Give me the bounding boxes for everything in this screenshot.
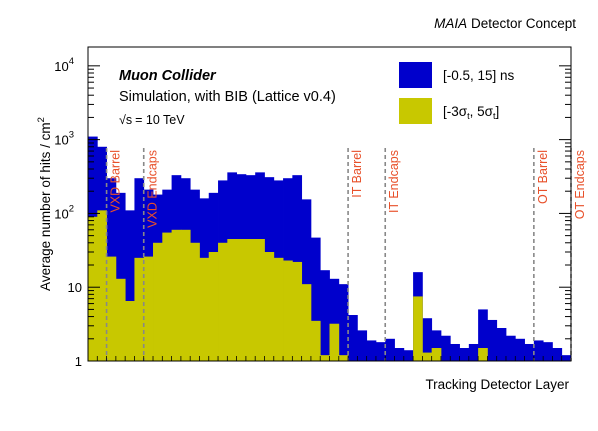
region-annotations: VXD Barrel VXD Endcaps IT Barrel IT Endcaps…	[109, 150, 587, 228]
bar-narrow-window-layer-1	[97, 210, 107, 361]
annotation-vxd-endcaps: VXD Endcaps	[146, 150, 160, 228]
annotation-ot-barrel: OT Barrel	[536, 150, 550, 204]
bar-narrow-window-layer-6	[143, 256, 154, 361]
bar-narrow-window-layer-25	[320, 355, 330, 361]
info-energy: √s = 10 TeV	[119, 113, 185, 127]
concept-name: MAIA	[434, 16, 467, 31]
info-muon-collider: Muon Collider	[119, 68, 217, 84]
legend-label-narrow: [-3σt, 5σt]	[443, 104, 499, 121]
bar-wide-window-layer-47	[524, 343, 535, 361]
legend-swatch-narrow	[399, 98, 432, 124]
y-tick-label: 10	[68, 280, 82, 295]
y-tick-label: 102	[54, 203, 74, 221]
bar-narrow-window-layer-3	[115, 278, 126, 361]
bar-wide-window-layer-44	[496, 328, 507, 361]
bar-wide-window-layer-45	[505, 335, 516, 361]
y-tick-label: 104	[54, 56, 74, 74]
bar-narrow-window-layer-16	[236, 239, 247, 361]
bar-narrow-window-layer-35	[413, 296, 423, 361]
concept-suffix: Detector Concept	[467, 16, 576, 31]
histogram-bars	[88, 136, 572, 361]
x-axis-ticks	[96, 356, 563, 361]
bar-narrow-window-layer-14	[218, 242, 228, 361]
y-axis-label-text: Average number of hits / cm	[38, 122, 53, 291]
bar-wide-window-layer-33	[394, 348, 405, 361]
bar-wide-window-layer-51	[561, 355, 572, 361]
bar-narrow-window-layer-5	[134, 257, 145, 361]
bar-wide-window-layer-25	[320, 270, 330, 361]
bar-wide-window-layer-32	[385, 338, 395, 361]
bar-wide-window-layer-3	[115, 192, 126, 361]
bar-wide-window-layer-34	[403, 350, 414, 361]
bar-wide-window-layer-42	[478, 309, 488, 361]
bar-narrow-window-layer-4	[125, 301, 135, 361]
info-simulation: Simulation, with BIB (Lattice v0.4)	[119, 89, 336, 105]
y-tick-label: 103	[54, 130, 74, 148]
bar-wide-window-layer-49	[543, 342, 553, 361]
bar-narrow-window-layer-10	[180, 229, 191, 361]
bar-narrow-window-layer-19	[264, 252, 275, 361]
bar-wide-window-layer-38	[440, 335, 451, 361]
bar-narrow-window-layer-2	[106, 256, 117, 361]
bar-narrow-window-layer-13	[208, 252, 219, 361]
bar-narrow-window-layer-21	[283, 260, 293, 361]
bar-narrow-window-layer-9	[171, 229, 182, 361]
legend-swatch-wide	[399, 62, 432, 88]
legend-label-wide: [-0.5, 15] ns	[443, 68, 515, 83]
bar-wide-window-layer-28	[348, 315, 358, 361]
region-dividers	[105, 148, 572, 361]
x-axis-label: Tracking Detector Layer	[425, 377, 569, 392]
bar-narrow-window-layer-12	[199, 257, 210, 361]
bar-narrow-window-layer-11	[190, 242, 200, 361]
bar-narrow-window-layer-7	[153, 242, 163, 361]
annotation-it-barrel: IT Barrel	[350, 150, 364, 198]
bar-wide-window-layer-46	[515, 338, 525, 361]
bar-wide-window-layer-43	[487, 319, 498, 361]
bar-narrow-window-layer-18	[255, 239, 265, 361]
bar-wide-window-layer-48	[533, 340, 544, 361]
bar-narrow-window-layer-8	[162, 232, 172, 361]
bar-narrow-window-layer-42	[478, 348, 488, 361]
bar-narrow-window-layer-37	[431, 348, 442, 361]
y-axis-label: Average number of hits / cm2	[36, 117, 53, 291]
bar-wide-window-layer-26	[329, 278, 340, 361]
bar-narrow-window-layer-26	[329, 323, 340, 361]
sqrt-s-symbol: √s	[119, 113, 132, 127]
y-axis-ticks: 1 10 102 103 104	[54, 56, 571, 369]
bar-wide-window-layer-31	[375, 342, 386, 361]
bar-narrow-window-layer-22	[292, 261, 303, 361]
bar-wide-window-layer-36	[422, 318, 433, 361]
bar-wide-window-layer-41	[468, 343, 479, 361]
detector-concept-label: MAIA Detector Concept	[434, 16, 576, 31]
bar-narrow-window-layer-17	[245, 239, 256, 361]
y-tick-label: 1	[75, 354, 82, 369]
bar-narrow-window-layer-27	[338, 355, 349, 361]
bar-wide-window-layer-23	[301, 199, 312, 361]
legend: [-0.5, 15] ns [-3σt, 5σt]	[399, 62, 515, 124]
bar-wide-window-layer-39	[450, 343, 460, 361]
bar-narrow-window-layer-15	[227, 239, 238, 361]
annotation-it-endcaps: IT Endcaps	[387, 150, 401, 213]
energy-value: = 10 TeV	[135, 113, 185, 127]
bar-narrow-window-layer-0	[88, 216, 98, 361]
bar-wide-window-layer-40	[459, 348, 470, 361]
bar-wide-window-layer-50	[552, 348, 563, 361]
y-axis-label-sup: 2	[36, 117, 47, 122]
bar-wide-window-layer-4	[125, 210, 135, 361]
bar-narrow-window-layer-23	[301, 284, 312, 361]
bar-wide-window-layer-29	[357, 330, 368, 361]
annotation-ot-endcaps: OT Endcaps	[573, 150, 587, 219]
bar-wide-window-layer-24	[310, 237, 321, 361]
bar-wide-window-layer-37	[431, 330, 442, 361]
bar-wide-window-layer-30	[366, 340, 377, 361]
bar-wide-window-layer-27	[338, 284, 349, 361]
bar-narrow-window-layer-20	[273, 257, 284, 361]
bar-narrow-window-layer-24	[310, 320, 321, 361]
bar-narrow-window-layer-36	[422, 352, 433, 361]
annotation-vxd-barrel: VXD Barrel	[109, 150, 123, 213]
